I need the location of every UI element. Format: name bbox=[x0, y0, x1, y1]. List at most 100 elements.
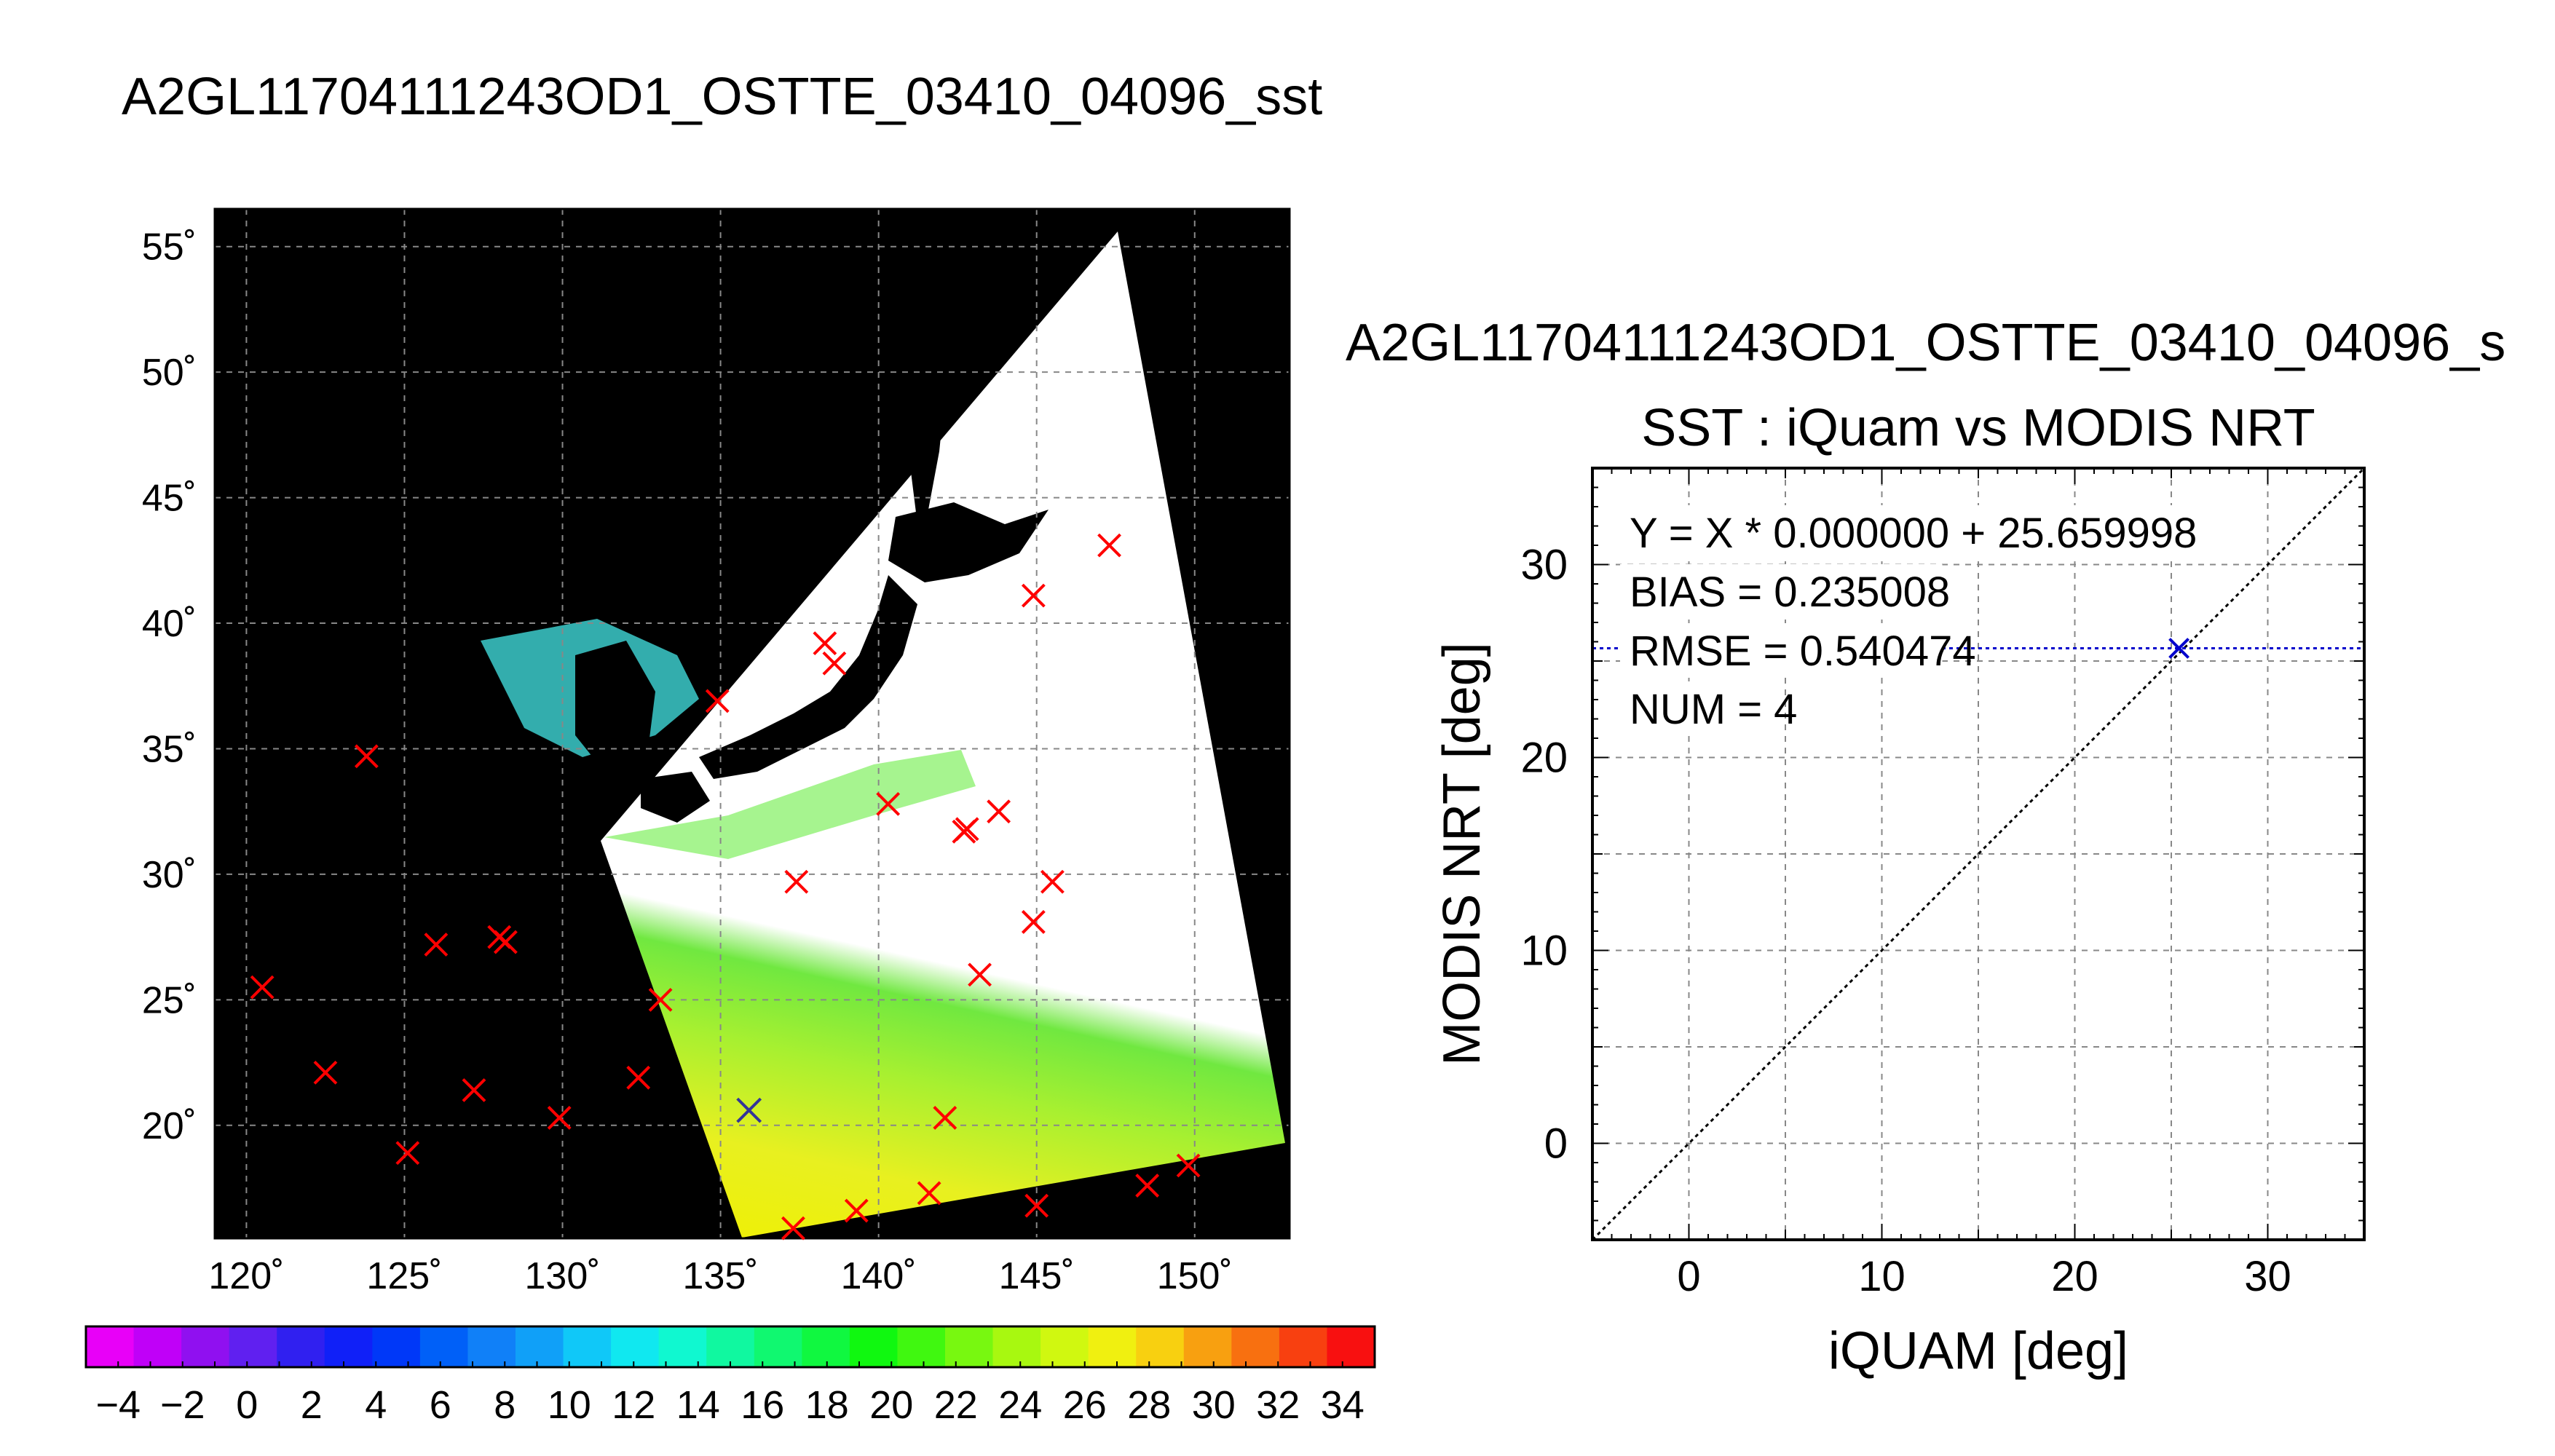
y-axis-label: MODIS NRT [deg] bbox=[1433, 642, 1491, 1066]
lat-tick-label: 55˚ bbox=[142, 226, 197, 269]
buoy-marker bbox=[1176, 1153, 1201, 1178]
hokkaido-land bbox=[888, 502, 1049, 582]
buoy-marker bbox=[822, 651, 847, 676]
stat-line: Y = X * 0.000000 + 25.659998 bbox=[1630, 510, 2197, 557]
buoy-marker bbox=[648, 987, 673, 1012]
lat-tick-label: 40˚ bbox=[142, 603, 197, 645]
colorbar-swatch bbox=[1136, 1326, 1185, 1367]
colorbar-swatch bbox=[467, 1326, 516, 1367]
scatter-title: SST : iQuam vs MODIS NRT bbox=[1641, 399, 2315, 457]
buoy-marker bbox=[424, 933, 449, 957]
lat-tick-label: 20˚ bbox=[142, 1105, 197, 1147]
buoy-marker bbox=[781, 1216, 805, 1241]
colorbar-tick-label: 8 bbox=[494, 1383, 516, 1427]
scatter-frame bbox=[1591, 467, 2366, 1241]
colorbar-tick-label: 20 bbox=[869, 1383, 913, 1427]
colorbar-swatch bbox=[516, 1326, 564, 1367]
buoy-marker bbox=[626, 1065, 651, 1090]
lon-tick-label: 120˚ bbox=[208, 1255, 284, 1297]
colorbar-swatch bbox=[706, 1326, 755, 1367]
colorbar-swatch bbox=[897, 1326, 946, 1367]
buoy-marker bbox=[1024, 1193, 1049, 1218]
colorbar-tick-label: 0 bbox=[236, 1383, 258, 1427]
buoy-marker bbox=[354, 744, 379, 769]
lon-tick-label: 150˚ bbox=[1157, 1255, 1233, 1297]
colorbar-swatch bbox=[1231, 1326, 1280, 1367]
y-tick-label: 0 bbox=[1544, 1120, 1568, 1168]
colorbar-swatch bbox=[658, 1326, 707, 1367]
colorbar-swatch bbox=[945, 1326, 994, 1367]
colorbar-swatch bbox=[992, 1326, 1041, 1367]
colorbar-swatch bbox=[133, 1326, 182, 1367]
colorbar-tick-label: 26 bbox=[1063, 1383, 1107, 1427]
colorbar-swatch bbox=[849, 1326, 898, 1367]
lat-tick-label: 25˚ bbox=[142, 979, 197, 1021]
scatter-point bbox=[2168, 638, 2190, 659]
colorbar-tick-label: 18 bbox=[805, 1383, 849, 1427]
asia-continent bbox=[481, 209, 947, 641]
colorbar-swatch bbox=[372, 1326, 421, 1367]
y-tick-label: 30 bbox=[1520, 542, 1568, 589]
stat-line: BIAS = 0.235008 bbox=[1630, 569, 1950, 616]
buoy-marker bbox=[917, 1181, 941, 1206]
buoy-marker bbox=[1097, 533, 1121, 558]
colorbar-tick-label: 16 bbox=[741, 1383, 784, 1427]
sst-swath bbox=[601, 232, 1285, 1238]
colorbar-tick-label: 4 bbox=[365, 1383, 387, 1427]
colorbar-tick-label: 6 bbox=[430, 1383, 451, 1427]
x-tick-label: 30 bbox=[2244, 1253, 2291, 1300]
buoy-marker bbox=[1040, 869, 1065, 894]
buoy-marker bbox=[813, 631, 837, 656]
stat-background bbox=[1620, 623, 1943, 676]
lon-tick-label: 145˚ bbox=[999, 1255, 1075, 1297]
y-tick-label: 10 bbox=[1520, 927, 1568, 975]
buoy-marker bbox=[462, 1078, 486, 1102]
sakhalin-land bbox=[910, 277, 961, 524]
buoy-marker bbox=[933, 1106, 957, 1130]
buoy-marker bbox=[547, 1106, 572, 1130]
colorbar-tick-label: −4 bbox=[95, 1383, 141, 1427]
lon-tick-label: 125˚ bbox=[366, 1255, 442, 1297]
lon-tick-label: 140˚ bbox=[841, 1255, 917, 1297]
x-axis-label: iQUAM [deg] bbox=[1828, 1322, 2128, 1380]
y-tick-label: 20 bbox=[1520, 735, 1568, 782]
colorbar-tick-label: 12 bbox=[612, 1383, 655, 1427]
colorbar-swatch bbox=[1327, 1326, 1375, 1367]
stat-line: RMSE = 0.540474 bbox=[1630, 628, 1976, 675]
colorbar-swatch bbox=[86, 1326, 135, 1367]
lon-tick-label: 130˚ bbox=[524, 1255, 600, 1297]
scatter-subtitle: A2GL11704111243OD1_OSTTE_03410_04096_s bbox=[1346, 314, 2505, 372]
colorbar-swatch bbox=[1183, 1326, 1232, 1367]
lat-tick-label: 30˚ bbox=[142, 854, 197, 896]
buoy-marker bbox=[987, 799, 1011, 824]
colorbar-swatch bbox=[324, 1326, 373, 1367]
stat-background bbox=[1620, 564, 1943, 617]
colorbar-tick-label: 22 bbox=[934, 1383, 978, 1427]
colorbar-swatch bbox=[181, 1326, 230, 1367]
match-marker bbox=[736, 1097, 762, 1123]
lon-tick-label: 135˚ bbox=[683, 1255, 759, 1297]
stat-line: NUM = 4 bbox=[1630, 686, 1797, 733]
buoy-marker bbox=[493, 930, 518, 954]
x-tick-label: 0 bbox=[1677, 1253, 1700, 1300]
east-china-sea-sst bbox=[604, 750, 976, 859]
colorbar-tick-label: 28 bbox=[1127, 1383, 1171, 1427]
lat-tick-label: 45˚ bbox=[142, 478, 197, 520]
buoy-marker bbox=[968, 962, 992, 987]
colorbar-swatch bbox=[563, 1326, 612, 1367]
colorbar-swatch bbox=[802, 1326, 850, 1367]
x-tick-label: 10 bbox=[1858, 1253, 1906, 1300]
buoy-marker bbox=[1021, 583, 1046, 608]
buoy-marker bbox=[1021, 910, 1046, 934]
sst-warm-band bbox=[604, 750, 976, 859]
lat-tick-label: 50˚ bbox=[142, 352, 197, 394]
colorbar-tick-label: 14 bbox=[676, 1383, 720, 1427]
korea-land bbox=[575, 641, 655, 772]
colorbar-swatch bbox=[754, 1326, 802, 1367]
x-tick-label: 20 bbox=[2051, 1253, 2098, 1300]
buoy-marker bbox=[250, 975, 275, 1000]
colorbar-tick-label: 24 bbox=[998, 1383, 1042, 1427]
